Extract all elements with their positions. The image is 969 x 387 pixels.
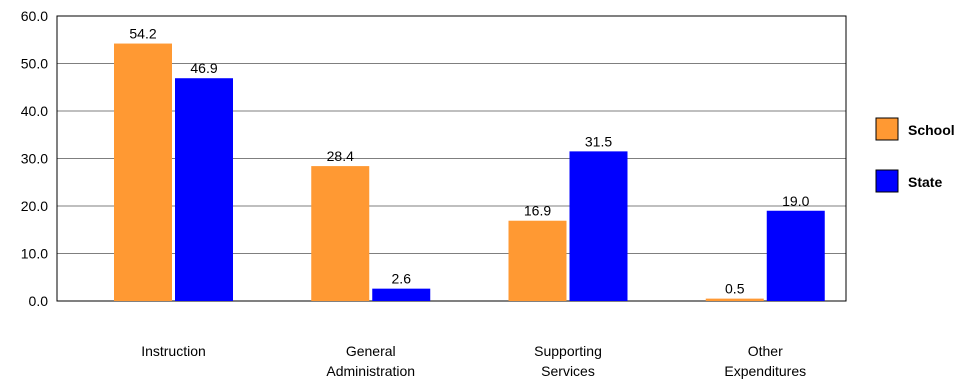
x-category-label: General Administration bbox=[326, 343, 415, 379]
x-axis-categories: Instruction General Administration Supporti… bbox=[141, 343, 806, 379]
y-axis-ticks: 0.0 10.0 20.0 30.0 40.0 50.0 60.0 bbox=[21, 8, 48, 309]
legend-swatch-school bbox=[875, 117, 899, 141]
bars bbox=[114, 43, 825, 302]
y-tick-label: 60.0 bbox=[21, 8, 48, 24]
bar-state bbox=[569, 151, 628, 301]
bar-school bbox=[508, 220, 567, 301]
data-label: 19.0 bbox=[782, 193, 809, 209]
data-labels: 54.2 46.9 28.4 2.6 16.9 31.5 0.5 19.0 bbox=[129, 26, 809, 297]
data-label: 46.9 bbox=[190, 60, 217, 76]
bar-school bbox=[705, 298, 764, 301]
data-label: 16.9 bbox=[524, 203, 551, 219]
data-label: 0.5 bbox=[725, 281, 745, 297]
data-label: 54.2 bbox=[129, 26, 156, 42]
data-label: 2.6 bbox=[392, 271, 412, 287]
legend: School State bbox=[875, 117, 955, 193]
y-tick-label: 40.0 bbox=[21, 103, 48, 119]
bar-state bbox=[175, 78, 233, 301]
y-tick-label: 0.0 bbox=[29, 293, 49, 309]
x-category-label: Supporting Services bbox=[534, 343, 602, 379]
y-tick-label: 30.0 bbox=[21, 151, 48, 167]
x-category-label: Instruction bbox=[141, 343, 206, 359]
bar-school bbox=[114, 43, 172, 302]
data-label: 28.4 bbox=[327, 148, 354, 164]
y-tick-label: 10.0 bbox=[21, 246, 48, 262]
legend-swatch-state bbox=[875, 169, 899, 193]
bar-state bbox=[766, 210, 825, 301]
legend-label-school: School bbox=[908, 122, 955, 138]
bar-school bbox=[311, 166, 370, 301]
y-tick-label: 50.0 bbox=[21, 56, 48, 72]
y-tick-label: 20.0 bbox=[21, 198, 48, 214]
bar-state bbox=[372, 288, 431, 301]
data-label: 31.5 bbox=[585, 133, 612, 149]
legend-label-state: State bbox=[908, 174, 942, 190]
x-category-label: Other Expenditures bbox=[724, 343, 806, 379]
